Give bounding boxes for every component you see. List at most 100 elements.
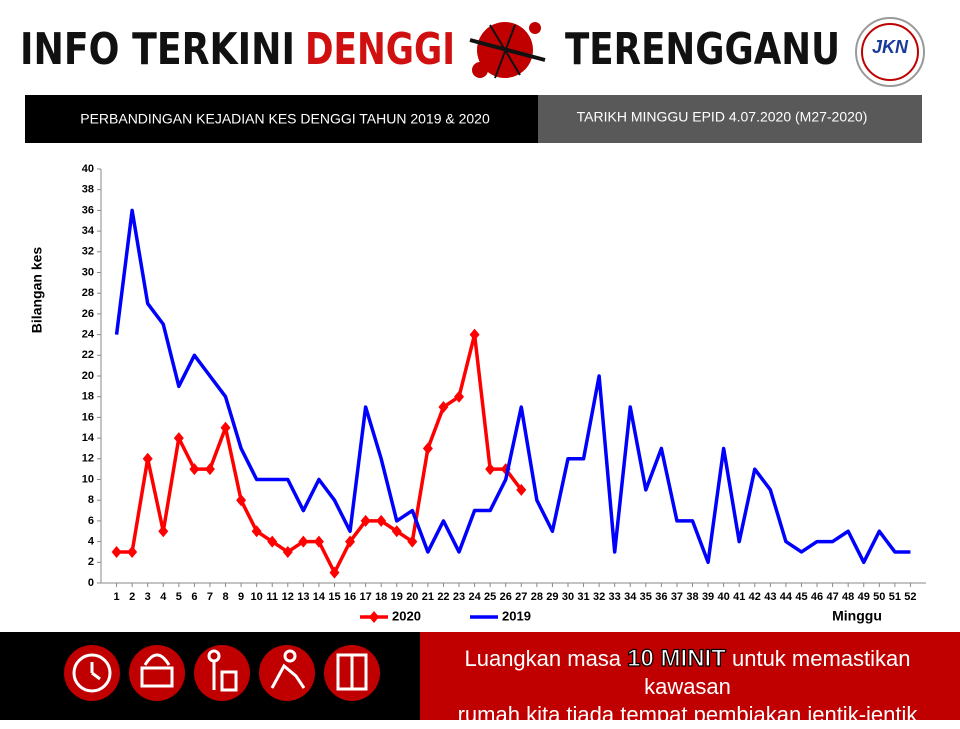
x-tick-label: 36 bbox=[655, 591, 667, 603]
x-tick-label: 28 bbox=[531, 591, 543, 603]
x-tick-label: 41 bbox=[733, 591, 745, 603]
y-tick-label: 20 bbox=[82, 370, 94, 382]
point bbox=[516, 483, 527, 496]
footer-right bbox=[420, 632, 960, 720]
y-tick-label: 22 bbox=[82, 349, 94, 361]
x-tick-label: 43 bbox=[764, 591, 776, 603]
x-tick-label: 13 bbox=[297, 591, 309, 603]
point bbox=[251, 525, 262, 538]
x-tick-label: 18 bbox=[375, 591, 387, 603]
title: TERENGGANU bbox=[565, 24, 840, 75]
x-tick-label: 4 bbox=[160, 591, 167, 603]
x-tick-label: 52 bbox=[904, 591, 916, 603]
message-text: untuk memastikan kawasan bbox=[644, 646, 911, 699]
y-tick-label: 12 bbox=[82, 453, 94, 465]
x-tick-label: 40 bbox=[718, 591, 730, 603]
y-tick-label: 4 bbox=[88, 536, 95, 548]
point bbox=[485, 463, 496, 476]
point bbox=[220, 421, 231, 434]
x-tick-label: 10 bbox=[251, 591, 263, 603]
point bbox=[204, 463, 215, 476]
x-tick-label: 47 bbox=[826, 591, 838, 603]
x-tick-label: 15 bbox=[328, 591, 340, 603]
x-tick-label: 25 bbox=[484, 591, 496, 603]
x-tick-label: 39 bbox=[702, 591, 714, 603]
x-tick-label: 6 bbox=[191, 591, 197, 603]
x-tick-label: 22 bbox=[437, 591, 449, 603]
title: INFO TERKINI bbox=[20, 24, 295, 75]
x-tick-label: 30 bbox=[562, 591, 574, 603]
mosquito-splat bbox=[469, 22, 546, 79]
y-tick-label: 0 bbox=[88, 577, 94, 589]
subtitle: PERBANDINGAN KEJADIAN KES DENGGI TAHUN 2… bbox=[80, 111, 490, 127]
y-tick-label: 26 bbox=[82, 308, 94, 320]
x-tick-label: 44 bbox=[780, 591, 793, 603]
y-tick-label: 28 bbox=[82, 287, 94, 299]
legend-label: 2019 bbox=[502, 608, 531, 623]
point bbox=[469, 328, 480, 341]
point bbox=[189, 463, 200, 476]
x-tick-label: 42 bbox=[749, 591, 761, 603]
x-tick-label: 51 bbox=[889, 591, 901, 603]
y-tick-label: 40 bbox=[82, 163, 94, 175]
legend-marker bbox=[369, 611, 379, 623]
x-tick-label: 46 bbox=[811, 591, 823, 603]
point bbox=[158, 525, 169, 538]
y-tick-label: 32 bbox=[82, 246, 94, 258]
point bbox=[391, 525, 402, 538]
point bbox=[313, 535, 324, 548]
message-text: rumah kita tiada tempat pembiakan jentik… bbox=[457, 702, 918, 727]
x-tick-label: 32 bbox=[593, 591, 605, 603]
x-tick-label: 49 bbox=[858, 591, 870, 603]
point bbox=[111, 545, 122, 558]
point bbox=[407, 535, 418, 548]
y-tick-label: 34 bbox=[82, 225, 95, 237]
y-tick-label: 18 bbox=[82, 391, 94, 403]
x-tick-label: 19 bbox=[391, 591, 403, 603]
y-tick-label: 36 bbox=[82, 204, 94, 216]
point bbox=[142, 452, 153, 465]
point bbox=[173, 432, 184, 445]
date: TARIKH MINGGU EPID 4.07.2020 (M27-2020) bbox=[577, 109, 868, 125]
x-tick-label: 17 bbox=[359, 591, 371, 603]
x-tick-label: 50 bbox=[873, 591, 885, 603]
x-tick-label: 3 bbox=[145, 591, 151, 603]
x-tick-label: 29 bbox=[546, 591, 558, 603]
point bbox=[236, 494, 247, 507]
x-tick-label: 35 bbox=[640, 591, 652, 603]
title-highlight: DENGGI bbox=[305, 24, 455, 75]
legend-label: 2020 bbox=[392, 608, 421, 623]
message-text: Luangkan masa bbox=[464, 646, 622, 671]
y-tick-label: 10 bbox=[82, 473, 94, 485]
point bbox=[376, 514, 387, 527]
subtitle-bar bbox=[25, 95, 538, 143]
x-tick-label: 23 bbox=[453, 591, 465, 603]
point bbox=[360, 514, 371, 527]
x-axis-label: Minggu bbox=[832, 608, 882, 624]
date-bar bbox=[538, 95, 922, 143]
point bbox=[345, 535, 356, 548]
x-tick-label: 27 bbox=[515, 591, 527, 603]
x-tick-label: 33 bbox=[609, 591, 621, 603]
message-highlight: 10 MINIT bbox=[627, 644, 727, 672]
y-tick-label: 24 bbox=[82, 329, 95, 341]
x-tick-label: 26 bbox=[500, 591, 512, 603]
footer-message: Luangkan masa 10 MINIT untuk memastikan … bbox=[425, 644, 950, 729]
x-tick-label: 48 bbox=[842, 591, 854, 603]
y-tick-label: 8 bbox=[88, 494, 94, 506]
point bbox=[454, 390, 465, 403]
x-tick-label: 37 bbox=[671, 591, 683, 603]
footer-icons bbox=[64, 645, 380, 701]
y-tick-label: 2 bbox=[88, 556, 94, 568]
point bbox=[127, 545, 138, 558]
x-tick-label: 2 bbox=[129, 591, 135, 603]
x-tick-label: 9 bbox=[238, 591, 244, 603]
point bbox=[267, 535, 278, 548]
series-line bbox=[114, 208, 911, 565]
y-tick-label: 14 bbox=[82, 432, 95, 444]
x-tick-label: 16 bbox=[344, 591, 356, 603]
x-tick-label: 1 bbox=[114, 591, 120, 603]
x-tick-label: 7 bbox=[207, 591, 213, 603]
